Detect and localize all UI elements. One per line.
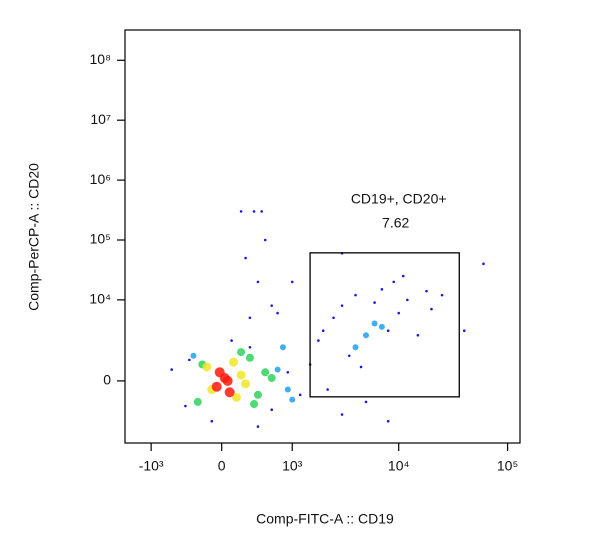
- data-point: [256, 280, 260, 284]
- data-point: [363, 332, 370, 339]
- data-point: [371, 320, 378, 327]
- data-point: [332, 316, 335, 320]
- data-point: [224, 387, 235, 398]
- data-point: [239, 210, 243, 213]
- gate-percent: 7.62: [382, 215, 409, 231]
- data-point: [267, 373, 276, 382]
- data-point: [248, 345, 252, 349]
- data-point: [298, 393, 302, 397]
- data-point: [236, 370, 246, 380]
- data-point: [237, 348, 246, 357]
- data-point: [210, 419, 214, 423]
- data-point: [392, 280, 396, 284]
- data-point: [354, 293, 357, 297]
- data-point: [406, 298, 409, 302]
- data-point: [190, 352, 197, 359]
- data-point: [347, 354, 351, 358]
- data-point: [373, 301, 376, 304]
- data-point: [222, 375, 233, 386]
- data-point: [274, 366, 281, 373]
- data-point: [256, 425, 260, 428]
- data-point: [289, 396, 296, 403]
- data-point: [214, 367, 225, 378]
- data-point: [245, 353, 254, 362]
- x-tick-label: 0: [218, 458, 226, 474]
- data-point: [231, 392, 241, 402]
- x-axis-title: Comp-FITC-A :: CD19: [256, 511, 394, 527]
- gate-name: CD19+, CD20+: [351, 191, 447, 207]
- data-point: [202, 362, 212, 372]
- data-point: [253, 390, 262, 399]
- data-point: [352, 344, 359, 351]
- data-point: [230, 339, 233, 342]
- data-point: [380, 288, 384, 291]
- data-point: [386, 419, 390, 423]
- data-point: [364, 400, 368, 404]
- data-point: [270, 408, 274, 412]
- data-point: [241, 379, 251, 389]
- data-point: [284, 386, 291, 393]
- x-tick-label: 10⁵: [497, 458, 518, 474]
- y-tick-label: 10⁷: [90, 111, 111, 127]
- data-point: [482, 262, 485, 266]
- data-point: [193, 397, 202, 406]
- data-point: [340, 413, 344, 416]
- y-tick-label: 10⁴: [89, 291, 111, 307]
- gate: [309, 252, 460, 398]
- data-point: [252, 210, 256, 213]
- data-point: [270, 304, 274, 307]
- data-point: [184, 404, 187, 408]
- data-point: [276, 311, 279, 315]
- x-tick-label: 10⁴: [388, 458, 410, 474]
- data-point: [401, 274, 405, 278]
- data-point: [250, 400, 259, 409]
- data-point: [261, 368, 270, 377]
- x-tick-label: 10³: [282, 458, 303, 474]
- data-point: [286, 370, 290, 374]
- data-point: [440, 293, 444, 297]
- data-point: [416, 333, 420, 337]
- data-point: [326, 388, 329, 391]
- y-tick-label: 10⁶: [90, 171, 111, 187]
- data-point: [378, 323, 385, 330]
- data-point: [229, 357, 239, 367]
- data-point: [425, 289, 428, 293]
- data-point: [317, 339, 320, 342]
- x-tick-label: -10³: [139, 458, 164, 474]
- data-point: [211, 381, 222, 392]
- y-axis-title: Comp-PerCP-A :: CD20: [26, 163, 42, 311]
- data-point: [386, 329, 390, 332]
- data-point: [260, 210, 263, 213]
- y-tick-label: 10⁸: [90, 51, 112, 67]
- data-point: [321, 329, 325, 332]
- data-point: [340, 304, 344, 307]
- data-point: [430, 307, 433, 311]
- data-point: [462, 329, 466, 332]
- data-point: [359, 365, 363, 369]
- y-tick-label: 10⁵: [90, 231, 111, 247]
- data-point: [279, 344, 286, 351]
- data-point: [263, 238, 267, 242]
- data-point: [397, 311, 401, 315]
- y-tick-label: 0: [103, 372, 111, 388]
- data-point: [244, 256, 247, 260]
- data-point: [248, 316, 252, 320]
- data-point: [188, 358, 191, 362]
- data-point: [290, 280, 294, 284]
- plot-frame: [124, 29, 521, 444]
- data-point: [170, 368, 173, 371]
